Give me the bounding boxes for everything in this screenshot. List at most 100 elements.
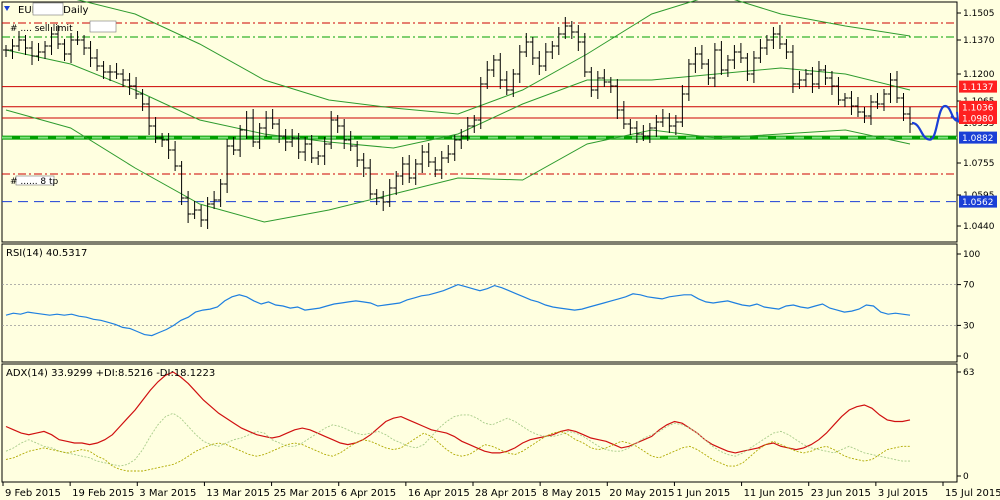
adx-panel-frame: [1, 363, 958, 483]
price-bar: [588, 67, 595, 97]
price-bar: [601, 69, 608, 87]
price-bar: [607, 77, 614, 93]
rsi-title: RSI(14) 40.5317: [6, 248, 87, 259]
price-bar: [627, 119, 634, 135]
triangle-down-icon: [4, 6, 10, 11]
price-bar: [360, 153, 367, 177]
price-bar: [341, 119, 348, 149]
price-bar: [464, 117, 471, 141]
bollinger-bands: [5, 0, 911, 223]
indicator-tick-label: 30: [963, 321, 975, 331]
price-bar: [484, 61, 491, 89]
price-bar: [477, 77, 484, 129]
price-bar: [419, 145, 426, 173]
rsi-axis: 100 70 30 0: [957, 250, 980, 362]
price-bar: [35, 43, 42, 61]
time-tick-label: 8 May 2015: [542, 488, 601, 499]
price-bar: [393, 171, 400, 195]
adx-panel[interactable]: 63 0 ADX(14) 33.9299 +DI:8.5216 -DI:18.12…: [1, 363, 974, 483]
price-bar: [679, 85, 686, 127]
forecast-arrowhead: [950, 111, 960, 124]
price-bar: [295, 133, 302, 159]
note-box-2: [89, 20, 117, 33]
price-bar: [321, 137, 328, 165]
level-badge-1-0980: [959, 112, 997, 124]
level-badge-1-0882: [959, 131, 997, 144]
price-panel[interactable]: 1.15051.13701.12001.10651.07551.05951.04…: [1, 0, 997, 243]
price-bar: [737, 43, 744, 63]
price-bar: [653, 115, 660, 137]
price-tick-label: 1.0755: [963, 159, 995, 169]
time-tick-label: 16 Apr 2015: [408, 488, 470, 499]
price-tick-label: 1.0440: [963, 222, 995, 232]
price-bar: [542, 43, 549, 71]
price-bar: [718, 41, 725, 75]
price-bar: [204, 197, 211, 229]
time-tick-label: 9 Feb 2015: [5, 488, 61, 499]
adx-title: ADX(14) 33.9299 +DI:8.5216 -DI:18.1223: [6, 368, 215, 379]
price-bar: [672, 115, 679, 135]
bollinger-lower: [5, 109, 911, 223]
time-tick-label: 23 Jun 2015: [811, 488, 871, 499]
price-bar: [159, 133, 166, 147]
price-bar: [354, 141, 361, 167]
price-tick-label: 1.1370: [963, 36, 995, 46]
price-bar: [685, 59, 692, 101]
price-bar: [48, 27, 55, 55]
price-bar: [783, 39, 790, 59]
price-bar: [185, 191, 192, 223]
price-bar: [289, 129, 296, 147]
price-bar: [445, 145, 452, 163]
price-bar: [68, 33, 75, 63]
price-bar: [809, 67, 816, 93]
level-badge-label: 1.0980: [962, 115, 994, 125]
price-bar: [776, 25, 783, 49]
price-bar: [308, 135, 315, 163]
price-bar: [432, 157, 439, 177]
bollinger-middle: [5, 49, 911, 149]
price-bar: [549, 41, 556, 59]
time-tick-label: 20 May 2015: [609, 488, 674, 499]
rsi-panel[interactable]: 100 70 30 0 RSI(14) 40.5317: [1, 243, 980, 363]
series--di: [5, 412, 910, 467]
price-bar: [451, 135, 458, 161]
price-bar: [146, 97, 153, 135]
price-bar: [100, 61, 107, 79]
price-bar: [841, 93, 848, 107]
price-bar: [315, 151, 322, 165]
price-bar: [367, 159, 374, 199]
price-bar: [243, 111, 250, 139]
time-tick-label: 25 Mar 2015: [274, 488, 337, 499]
price-bar: [529, 37, 536, 65]
price-bars: [3, 17, 913, 229]
note-box-3: [15, 175, 55, 186]
price-bar: [230, 137, 237, 155]
level-badge-label: 1.0882: [962, 134, 994, 144]
time-tick-label: 3 Jul 2015: [878, 488, 928, 499]
price-bar: [802, 69, 809, 87]
rsi-panel-frame: [1, 243, 958, 363]
price-bar: [835, 77, 842, 105]
time-tick-label: 11 Jun 2015: [744, 488, 804, 499]
price-bar: [523, 33, 530, 57]
price-bar: [211, 191, 218, 209]
price-bar: [113, 63, 120, 79]
price-bar: [516, 45, 523, 83]
price-bar: [581, 33, 588, 77]
time-axis: 9 Feb 2015 19 Feb 2015 3 Mar 2015 13 Mar 20…: [2, 482, 1000, 499]
price-bar: [822, 65, 829, 85]
price-bar: [705, 59, 712, 85]
indicator-tick-label: 100: [963, 250, 980, 260]
price-bar: [711, 43, 718, 87]
price-bar: [87, 41, 94, 67]
price-bar: [22, 35, 29, 55]
price-panel-frame: [1, 1, 958, 243]
price-bar: [555, 27, 562, 55]
price-bar: [29, 41, 36, 65]
price-bar: [757, 39, 764, 63]
level-badge-label: 1.0562: [962, 198, 994, 208]
price-bar: [276, 119, 283, 143]
series-adx-14-: [5, 371, 911, 454]
price-bar: [256, 123, 263, 149]
